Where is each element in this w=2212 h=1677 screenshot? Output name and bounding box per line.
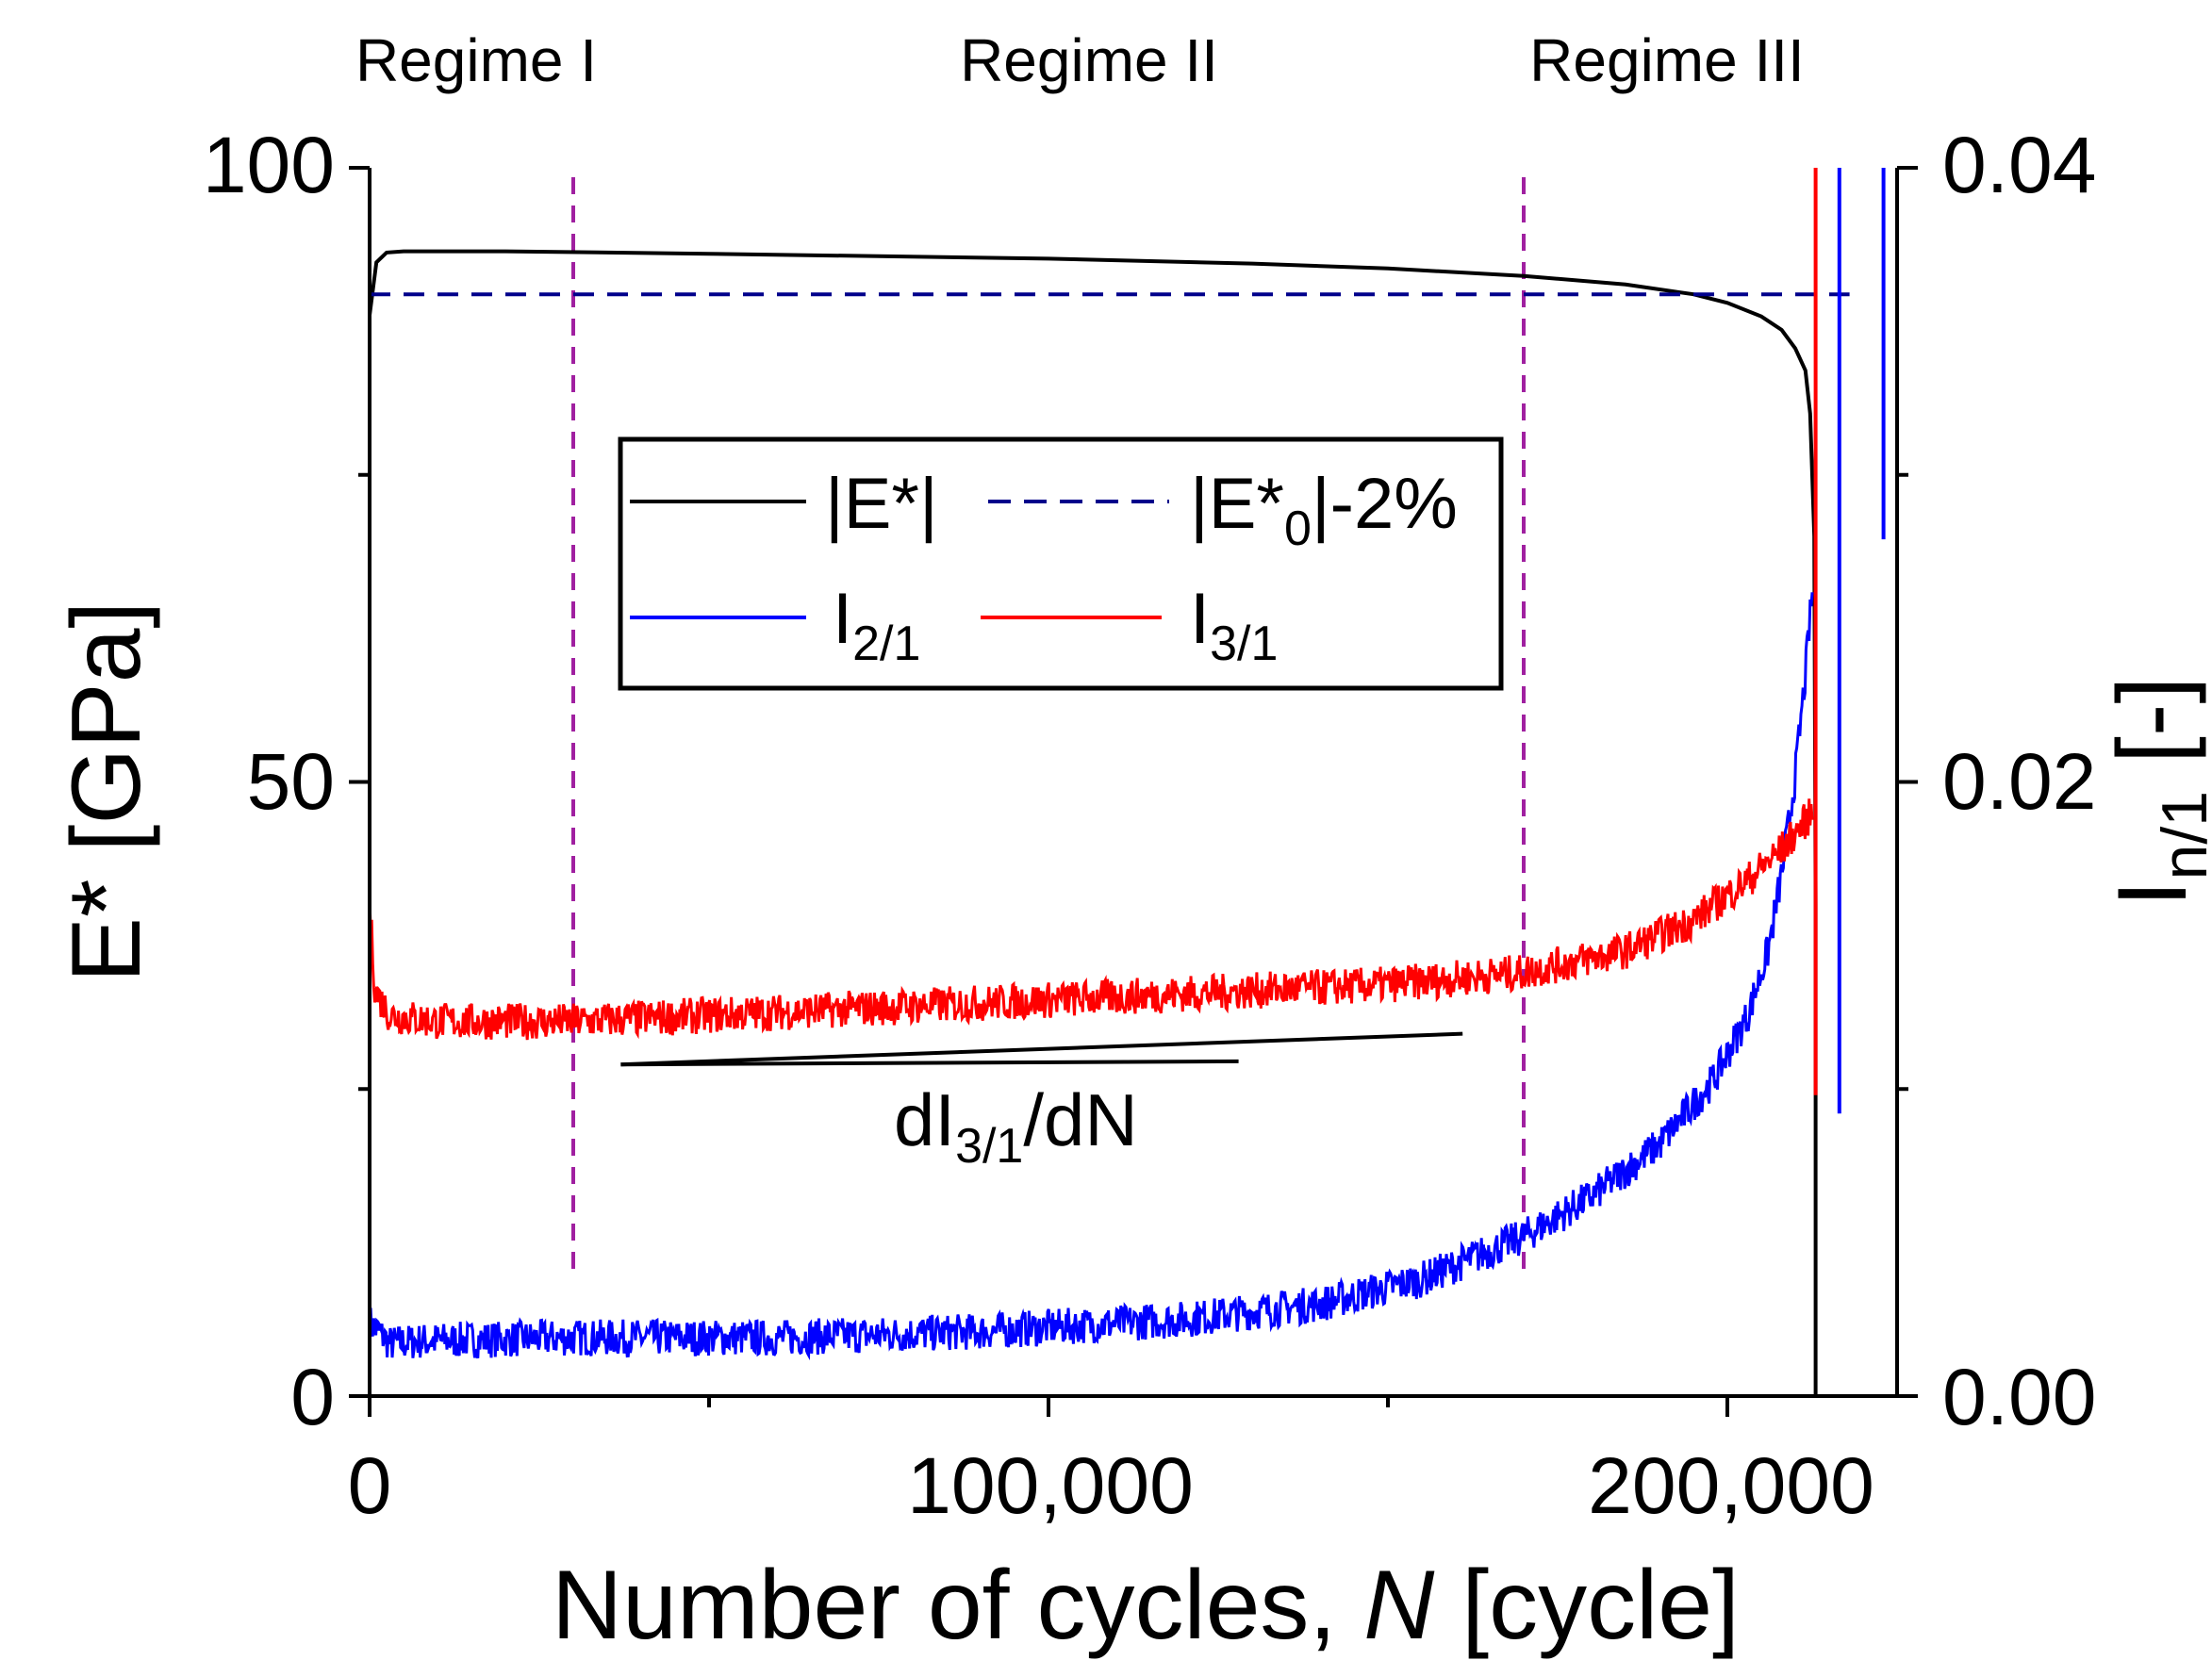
slope-line xyxy=(620,1059,1239,1067)
axes xyxy=(349,166,1918,1417)
right-tick-label: 0.04 xyxy=(1942,121,2097,209)
left-axis-title: E* [GPa] xyxy=(52,601,161,983)
legend-label-i31: I3/1 xyxy=(1190,579,1278,671)
left-tick-label: 0 xyxy=(290,1353,335,1441)
x-tick-labels: 0 100,000 200,000 xyxy=(348,1441,1874,1530)
series-line xyxy=(368,592,1814,1361)
regime-label-3: Regime III xyxy=(1529,26,1805,94)
legend-label-e-star: |E*| xyxy=(825,464,938,544)
legend-box xyxy=(618,436,1504,691)
slope-annotation-lines xyxy=(620,1031,1463,1067)
x-tick-label: 100,000 xyxy=(907,1441,1194,1530)
right-tick-label: 0.02 xyxy=(1942,737,2097,826)
legend: |E*| |E*0|-2% I2/1 I3/1 xyxy=(618,436,1504,691)
legend-label-i21: I2/1 xyxy=(833,579,920,671)
series-line xyxy=(368,249,1818,1396)
legend-label-e0-minus-2pct: |E*0|-2% xyxy=(1190,464,1458,556)
slope-annotation-label: dI3/1/dN xyxy=(894,1078,1138,1174)
left-tick-label: 100 xyxy=(203,121,335,209)
right-tick-labels: 0.04 0.02 0.00 xyxy=(1942,121,2097,1441)
x-tick-label: 200,000 xyxy=(1588,1441,1874,1530)
series-line xyxy=(368,798,1814,1041)
series-layer xyxy=(368,168,1886,1396)
x-axis-title: Number of cycles, N [cycle] xyxy=(552,1551,1740,1660)
right-axis-title: In/1 [-] xyxy=(2098,677,2212,908)
left-tick-label: 50 xyxy=(247,737,335,826)
right-tick-label: 0.00 xyxy=(1942,1353,2097,1441)
x-tick-label: 0 xyxy=(348,1441,392,1530)
slope-line xyxy=(620,1031,1463,1067)
regime-label-1: Regime I xyxy=(355,26,597,94)
left-tick-labels: 100 50 0 xyxy=(203,121,335,1441)
regime-label-2: Regime II xyxy=(960,26,1218,94)
regime-boundary-lines xyxy=(571,177,1526,1274)
